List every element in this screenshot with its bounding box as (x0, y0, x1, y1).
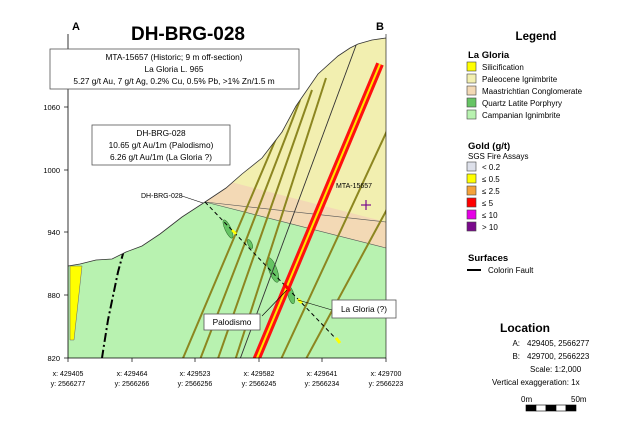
northing-label: y: 2566266 (115, 381, 150, 388)
easting-label: x: 429464 (117, 371, 148, 378)
legend-item-label: ≤ 2.5 (482, 187, 500, 196)
easting-label: x: 429641 (307, 371, 338, 378)
drillhole-callout-line: 6.26 g/t Au/1m (La Gloria ?) (110, 152, 212, 162)
mta-callout-line: MTA-15657 (Historic; 9 m off-section) (105, 52, 242, 62)
easting-label: x: 429405 (53, 371, 84, 378)
location-a-key: A: (512, 339, 520, 348)
legend-item-label: Paleocene Ignimbrite (482, 75, 558, 84)
northing-label: y: 2566245 (242, 381, 277, 388)
palodismo-label: Palodismo (213, 317, 252, 327)
elevation-label: 1000 (43, 166, 60, 175)
northing-label: y: 2566234 (305, 381, 340, 388)
silicification-zone (69, 265, 83, 341)
scalebar-end-label: 50m (571, 395, 587, 404)
legend-surfaces-title: Surfaces (468, 253, 508, 264)
legend-geology-title: La Gloria (468, 50, 510, 61)
legend-item-label: ≤ 0.5 (482, 175, 500, 184)
drillhole-callout-line: DH-BRG-028 (136, 128, 186, 138)
palodismo-callout: Palodismo (203, 289, 288, 331)
legend-item-label: < 0.2 (482, 163, 501, 172)
legend-item-label: ≤ 10 (482, 211, 498, 220)
legend: Legend La Gloria Silicification Paleocen… (466, 31, 583, 275)
legend-title: Legend (516, 31, 557, 43)
easting-label: x: 429523 (180, 371, 211, 378)
drillhole-callout-line: 10.65 g/t Au/1m (Palodismo) (109, 140, 214, 150)
section-title: DH-BRG-028 (131, 24, 245, 45)
corner-label-a: A (72, 21, 80, 33)
legend-item-label: ≤ 5 (482, 199, 494, 208)
location-scale: Scale: 1:2,000 (530, 365, 582, 374)
legend-swatch (466, 209, 477, 220)
mta-callout-line: La Gloria L. 965 (144, 64, 203, 74)
legend-swatch (466, 221, 477, 232)
legend-item-label: Maastrichtian Conglomerate (482, 87, 583, 96)
drillhole-callout: DH-BRG-028 10.65 g/t Au/1m (Palodismo) 6… (91, 124, 231, 166)
location-b-key: B: (512, 352, 520, 361)
elevation-label: 880 (47, 291, 60, 300)
la-gloria-callout: La Gloria (?) (297, 299, 397, 319)
easting-label: x: 429582 (244, 371, 275, 378)
scalebar-start-label: 0m (521, 395, 532, 404)
porphyry-pod (222, 219, 234, 239)
colorin-fault-trace (101, 249, 125, 358)
legend-swatch (466, 185, 477, 196)
corner-label-b: B (376, 21, 384, 33)
legend-gold-subtitle: SGS Fire Assays (468, 152, 528, 161)
easting-label: x: 429700 (371, 371, 402, 378)
legend-item-label: Colorin Fault (488, 266, 534, 275)
legend-swatch (466, 73, 477, 84)
coordinate-labels: x: 429405 y: 2566277 x: 429464 y: 256626… (51, 371, 404, 388)
northing-label: y: 2566223 (369, 381, 404, 388)
porphyry-pod (246, 239, 254, 249)
location-panel: Location A: 429405, 2566277 B: 429700, 2… (492, 321, 590, 412)
la-gloria-label: La Gloria (?) (341, 304, 387, 314)
mta-sample-marker (361, 200, 371, 210)
legend-item-label: > 10 (482, 223, 498, 232)
elevation-label: 1060 (43, 103, 60, 112)
legend-swatch (466, 173, 477, 184)
northing-label: y: 2566277 (51, 381, 86, 388)
legend-gold-title: Gold (g/t) (468, 141, 510, 152)
drillhole-collar-label: DH-BRG-028 (141, 193, 183, 200)
legend-swatch (466, 61, 477, 72)
legend-item-label: Campanian Ignimbrite (482, 111, 561, 120)
location-a-value: 429405, 2566277 (527, 339, 590, 348)
mta-callout-line: 5.27 g/t Au, 7 g/t Ag, 0.2% Cu, 0.5% Pb,… (73, 76, 274, 86)
legend-item-label: Silicification (482, 63, 524, 72)
legend-item-label: Quartz Latite Porphyry (482, 99, 562, 108)
assay-intervals (231, 229, 342, 344)
legend-swatch (466, 109, 477, 120)
location-b-value: 429700, 2566223 (527, 352, 590, 361)
elevation-label: 940 (47, 228, 60, 237)
drillhole-trace (204, 201, 341, 344)
legend-swatch (466, 85, 477, 96)
legend-swatch (466, 161, 477, 172)
mta-callout: MTA-15657 (Historic; 9 m off-section) La… (49, 48, 300, 90)
legend-swatch (466, 97, 477, 108)
topographic-surface (68, 37, 386, 267)
elevation-label: 820 (47, 354, 60, 363)
legend-swatch (466, 197, 477, 208)
location-title: Location (500, 321, 550, 335)
mineralized-vein-core (251, 63, 381, 358)
northing-label: y: 2566256 (178, 381, 213, 388)
mta-sample-label: MTA-15657 (336, 183, 372, 190)
location-vex: Vertical exaggeration: 1x (492, 378, 580, 387)
scale-bar (525, 404, 577, 412)
